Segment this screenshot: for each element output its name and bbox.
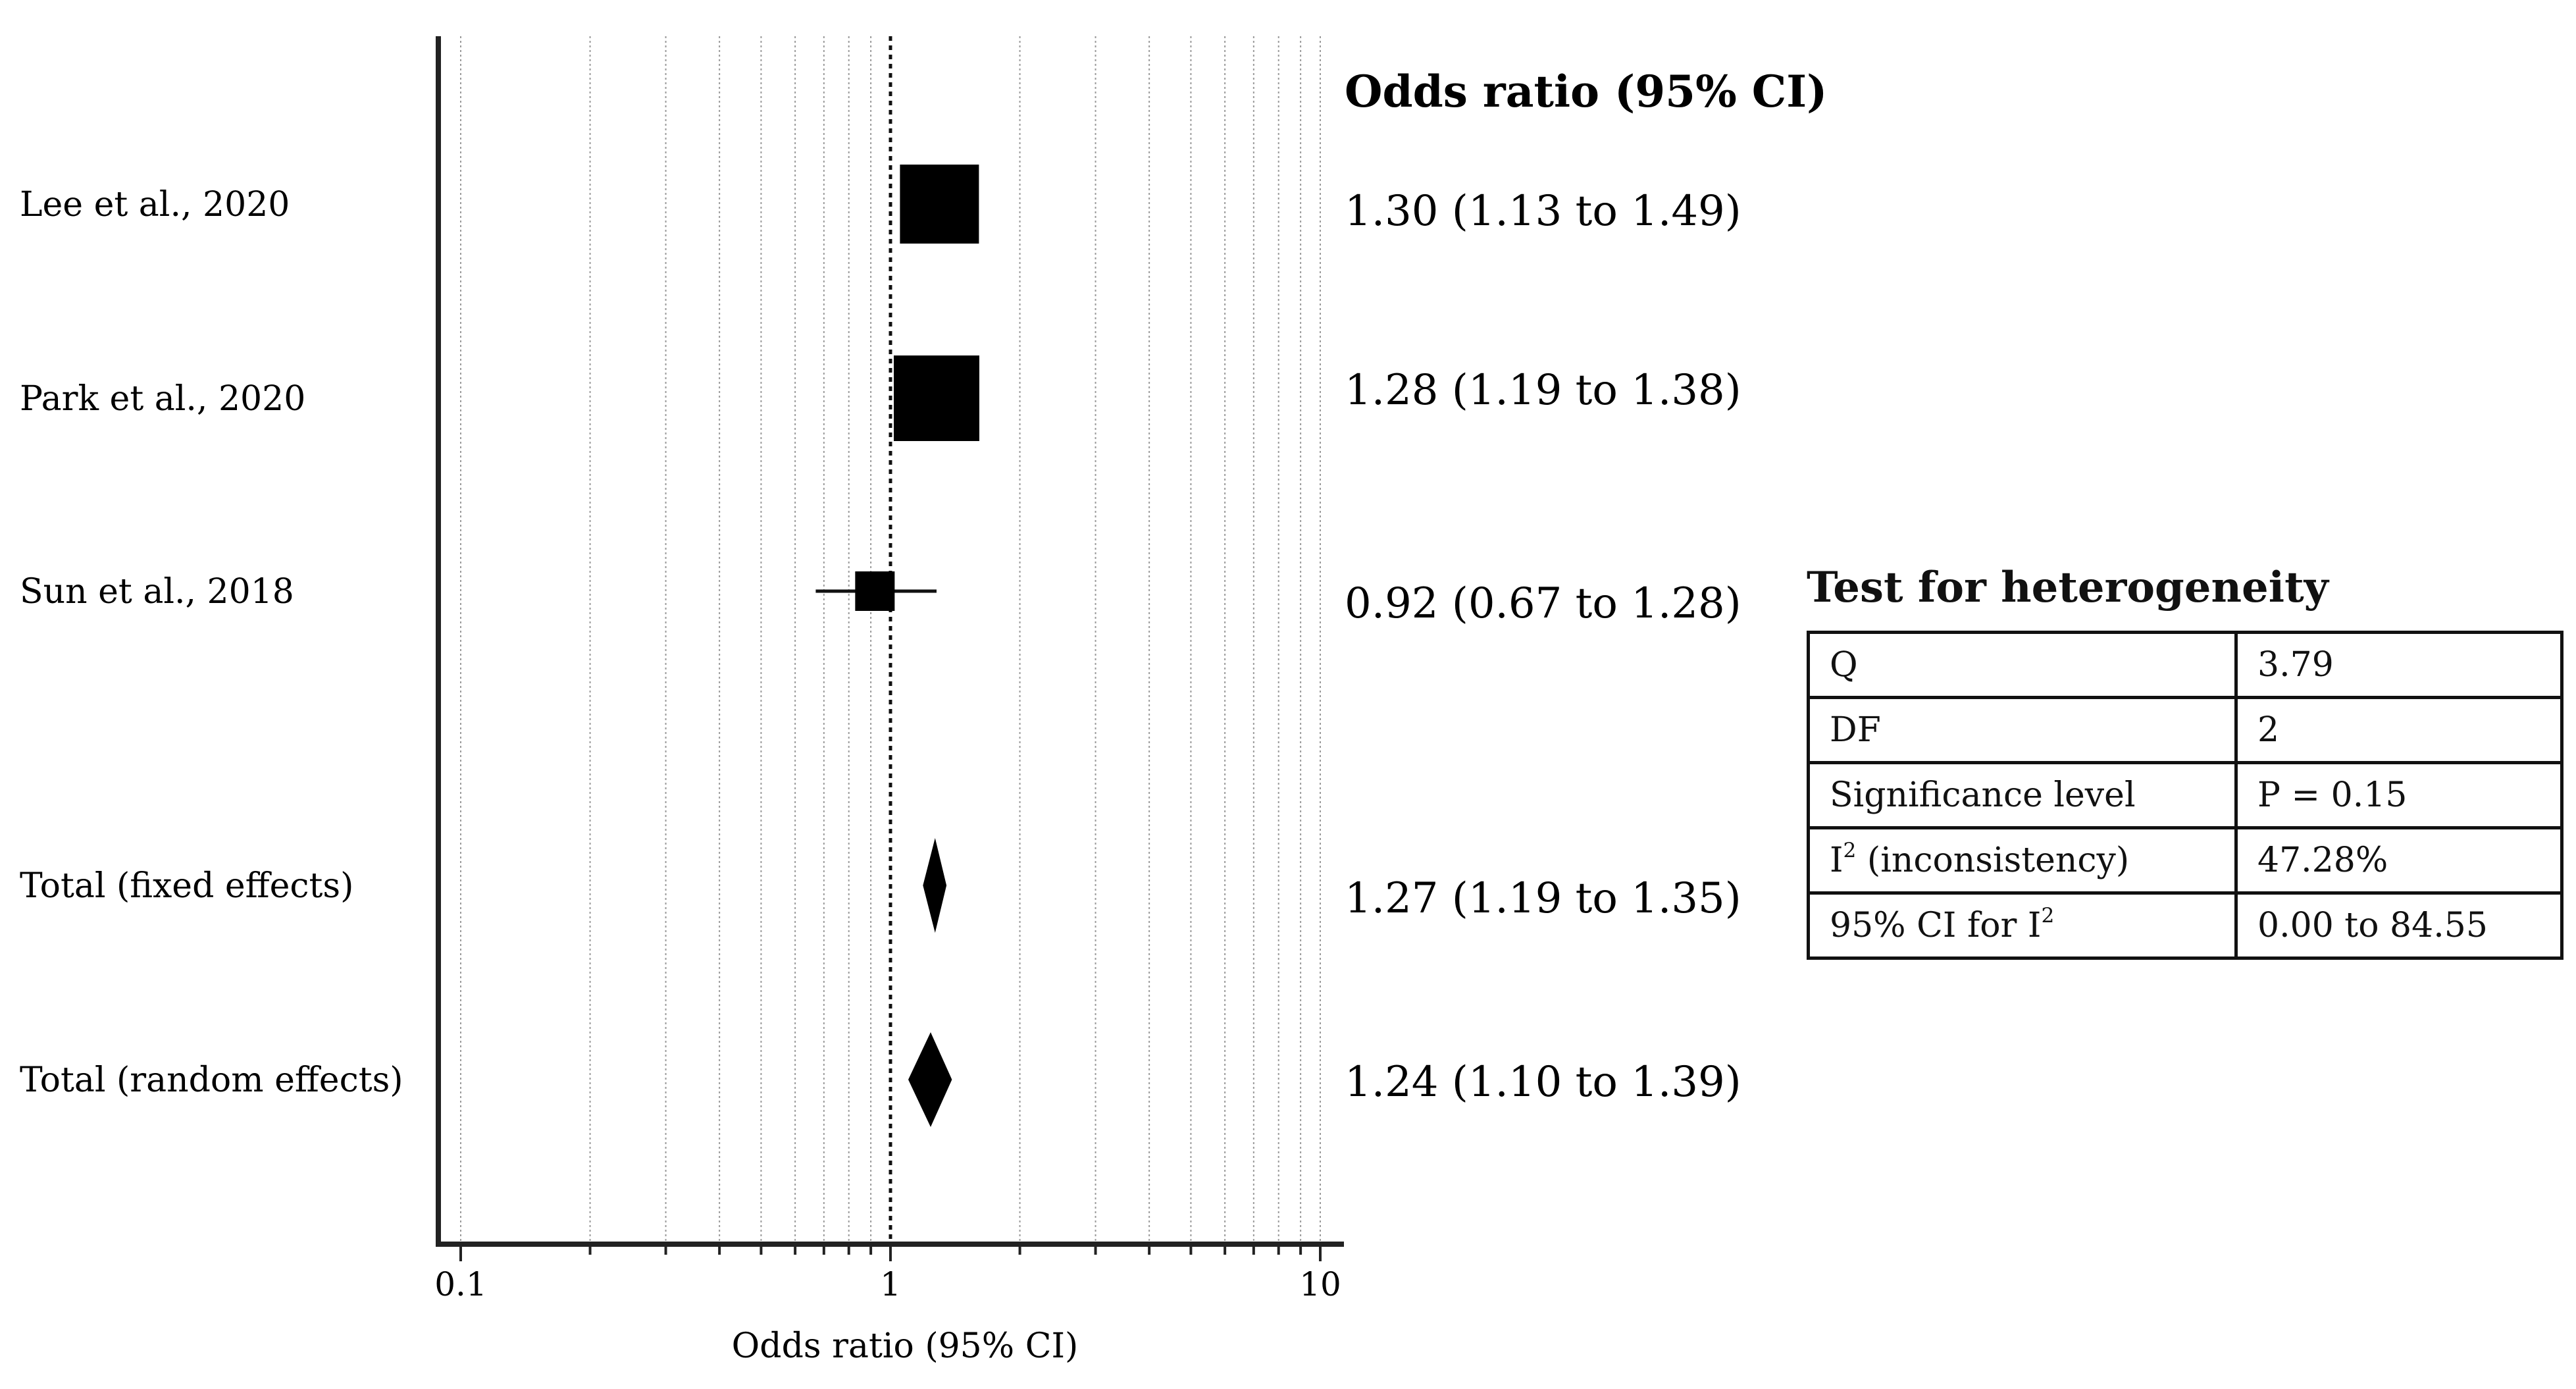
row-label: Total (random effects) [20,1061,403,1100]
table-cell-label: I2 (inconsistency) [1807,826,2238,895]
table-cell-label: Significance level [1807,761,2238,829]
x-axis-ticks [459,1244,1322,1261]
row-values: 1.30 (1.13 to 1.49) 1.28 (1.19 to 1.38) 0.… [1345,187,1741,1107]
table-cell-label: DF [1807,696,2238,764]
table-cell-value: 3.79 [2234,631,2563,699]
row-value: 1.30 (1.13 to 1.49) [1345,187,1741,236]
heterogeneity-table: Q 3.79 DF 2 Significance level P = 0.15 … [1807,631,2563,960]
table-row: DF 2 [1807,696,2563,764]
row-label: Total (fixed effects) [20,866,353,906]
row-value: 0.92 (0.67 to 1.28) [1345,579,1741,628]
table-cell-value: P = 0.15 [2234,761,2563,829]
label-superscript: 2 [1843,839,1857,863]
row-value: 1.24 (1.10 to 1.39) [1345,1058,1741,1107]
x-tick-label: 1 [880,1265,901,1303]
table-row: 95% CI for I2 0.00 to 84.55 [1807,891,2563,960]
row-label: Lee et al., 2020 [20,185,290,224]
study-rows [815,165,980,1127]
table-cell-label: Q [1807,631,2238,699]
table-row: Significance level P = 0.15 [1807,761,2563,829]
row-value: 1.27 (1.19 to 1.35) [1345,874,1741,923]
x-axis-tick-labels: 0.1 1 10 [434,1265,1341,1303]
row-labels: Lee et al., 2020 Park et al., 2020 Sun et … [20,185,403,1100]
heterogeneity-title: Test for heterogeneity [1807,563,2329,612]
x-axis-label: Odds ratio (95% CI) [732,1326,1079,1366]
pooled-diamond [908,1032,952,1127]
table-row: Q 3.79 [1807,631,2563,699]
label-base: I [1830,841,1843,880]
row-value: 1.28 (1.19 to 1.38) [1345,366,1741,415]
table-cell-value: 2 [2234,696,2563,764]
heterogeneity-panel: Test for heterogeneity Q 3.79 DF 2 Signi… [1807,563,2563,960]
table-row: I2 (inconsistency) 47.28% [1807,826,2563,895]
x-tick-label: 0.1 [434,1265,487,1303]
label-rest: (inconsistency) [1856,841,2130,880]
table-cell-label: 95% CI for I2 [1807,891,2238,960]
effect-square [900,165,979,244]
effect-square [855,571,895,611]
label-base: 95% CI for I [1830,906,2042,945]
table-cell-value: 47.28% [2234,826,2563,895]
row-label: Park et al., 2020 [20,379,305,419]
label-superscript: 2 [2041,904,2055,928]
effect-square [894,355,980,441]
table-cell-value: 0.00 to 84.55 [2234,891,2563,960]
pooled-diamond [923,838,947,933]
row-label: Sun et al., 2018 [20,572,294,612]
x-tick-label: 10 [1299,1265,1341,1303]
value-column-header: Odds ratio (95% CI) [1345,66,1827,117]
